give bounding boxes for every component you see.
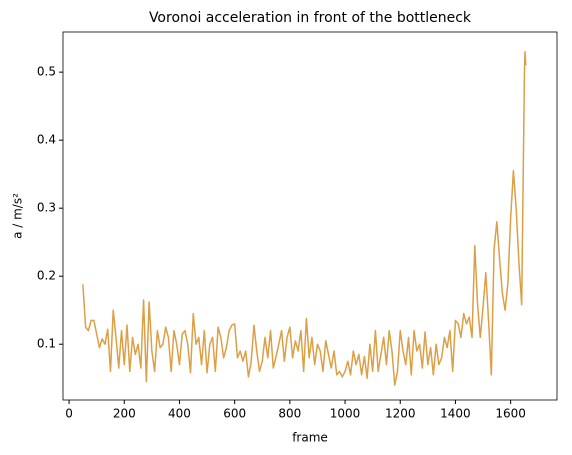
chart-title: Voronoi acceleration in front of the bot… <box>149 10 472 26</box>
y-tick-label: 0.4 <box>37 133 56 147</box>
x-tick-label: 1400 <box>440 407 471 421</box>
x-tick-label: 200 <box>113 407 136 421</box>
x-tick-label: 800 <box>278 407 301 421</box>
data-line <box>82 50 527 386</box>
x-tick-label: 600 <box>223 407 246 421</box>
y-tick-label: 0.5 <box>37 65 56 79</box>
x-tick-label: 1200 <box>385 407 416 421</box>
plot-frame <box>62 31 558 401</box>
y-tick-label: 0.1 <box>37 337 56 351</box>
y-axis-label: a / m/s² <box>11 193 25 239</box>
x-tick-label: 0 <box>65 407 73 421</box>
x-tick-label: 400 <box>168 407 191 421</box>
y-tick-label: 0.2 <box>37 269 56 283</box>
y-tick-label: 0.3 <box>37 201 56 215</box>
x-tick-label: 1600 <box>495 407 526 421</box>
x-tick-label: 1000 <box>330 407 361 421</box>
x-axis-label: frame <box>292 431 328 445</box>
